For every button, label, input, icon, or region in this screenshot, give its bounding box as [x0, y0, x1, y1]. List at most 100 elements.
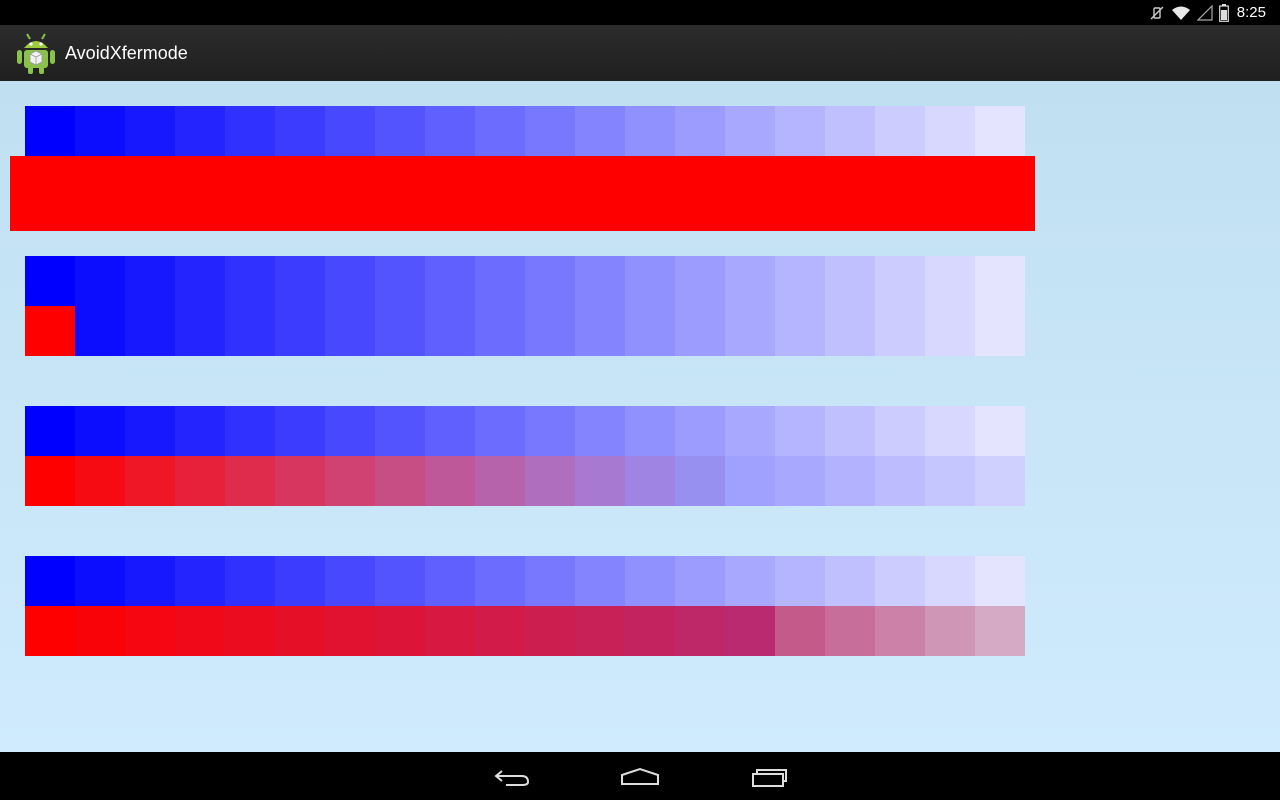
color-swatch [775, 256, 825, 306]
color-swatch [475, 256, 525, 306]
color-swatch [875, 106, 925, 156]
signal-icon [1196, 4, 1213, 21]
color-swatch [925, 556, 975, 606]
color-swatch [375, 606, 425, 656]
color-swatch [725, 256, 775, 306]
color-swatch [275, 256, 325, 306]
color-swatch [825, 306, 875, 356]
color-swatch [625, 556, 675, 606]
color-swatch [975, 306, 1025, 356]
color-swatch [875, 406, 925, 456]
color-swatch [125, 456, 175, 506]
color-swatch [525, 306, 575, 356]
color-swatch [625, 606, 675, 656]
color-swatch [875, 256, 925, 306]
color-swatch [475, 106, 525, 156]
color-swatch [275, 556, 325, 606]
color-swatch [475, 556, 525, 606]
red-tint-row [25, 606, 1025, 656]
color-swatch [225, 556, 275, 606]
home-button[interactable] [610, 762, 670, 792]
color-swatch [175, 406, 225, 456]
color-swatch [475, 456, 525, 506]
red-blue-blend-row [25, 456, 1025, 506]
color-swatch [525, 606, 575, 656]
xfermode-demo-3 [25, 406, 1025, 506]
color-swatch [475, 606, 525, 656]
color-swatch [275, 606, 325, 656]
xfermode-demo-1 [10, 106, 1035, 231]
color-swatch [325, 306, 375, 356]
color-swatch [575, 256, 625, 306]
color-swatch [575, 456, 625, 506]
color-swatch [225, 606, 275, 656]
color-swatch [875, 456, 925, 506]
back-button[interactable] [482, 762, 542, 792]
color-swatch [25, 406, 75, 456]
blue-gradient-row [25, 556, 1025, 606]
color-swatch [125, 306, 175, 356]
color-swatch [575, 306, 625, 356]
android-robot-icon[interactable] [15, 30, 57, 81]
color-swatch [125, 106, 175, 156]
clock: 8:25 [1236, 4, 1266, 21]
color-swatch [75, 406, 125, 456]
color-swatch [75, 106, 125, 156]
color-swatch [425, 556, 475, 606]
color-swatch [175, 106, 225, 156]
color-swatch [825, 606, 875, 656]
color-swatch [975, 256, 1025, 306]
recent-apps-icon [752, 769, 787, 787]
color-swatch [25, 556, 75, 606]
color-swatch [375, 456, 425, 506]
back-icon [494, 770, 530, 786]
color-swatch [425, 456, 475, 506]
color-swatch [425, 406, 475, 456]
color-swatch [275, 406, 325, 456]
color-swatch [375, 556, 425, 606]
color-swatch [75, 256, 125, 306]
vibrate-mute-icon [1149, 5, 1165, 21]
color-swatch [375, 406, 425, 456]
color-swatch [875, 556, 925, 606]
color-swatch [625, 306, 675, 356]
color-swatch [975, 406, 1025, 456]
color-swatch [775, 306, 825, 356]
color-swatch [725, 556, 775, 606]
wifi-icon [1171, 5, 1191, 21]
color-swatch [725, 606, 775, 656]
color-swatch [975, 106, 1025, 156]
color-swatch [725, 406, 775, 456]
color-swatch [775, 606, 825, 656]
color-swatch [525, 106, 575, 156]
color-swatch [375, 106, 425, 156]
color-swatch [825, 556, 875, 606]
color-swatch [975, 606, 1025, 656]
red-overlay-square [25, 306, 75, 356]
color-swatch [75, 306, 125, 356]
color-swatch [275, 456, 325, 506]
color-swatch [325, 606, 375, 656]
color-swatch [675, 106, 725, 156]
color-swatch [675, 556, 725, 606]
color-swatch [225, 456, 275, 506]
color-swatch [75, 456, 125, 506]
color-swatch [425, 306, 475, 356]
app-title: AvoidXfermode [65, 43, 188, 63]
color-swatch [325, 106, 375, 156]
color-swatch [675, 456, 725, 506]
color-swatch [425, 106, 475, 156]
color-swatch [125, 406, 175, 456]
color-swatch [475, 406, 525, 456]
color-swatch [725, 456, 775, 506]
status-icons: 8:25 [1149, 0, 1266, 25]
color-swatch [775, 406, 825, 456]
color-swatch [825, 406, 875, 456]
color-swatch [525, 256, 575, 306]
color-swatch [125, 606, 175, 656]
recent-apps-button[interactable] [738, 762, 798, 792]
color-swatch [125, 556, 175, 606]
color-swatch [925, 606, 975, 656]
color-swatch [475, 306, 525, 356]
color-swatch [825, 256, 875, 306]
